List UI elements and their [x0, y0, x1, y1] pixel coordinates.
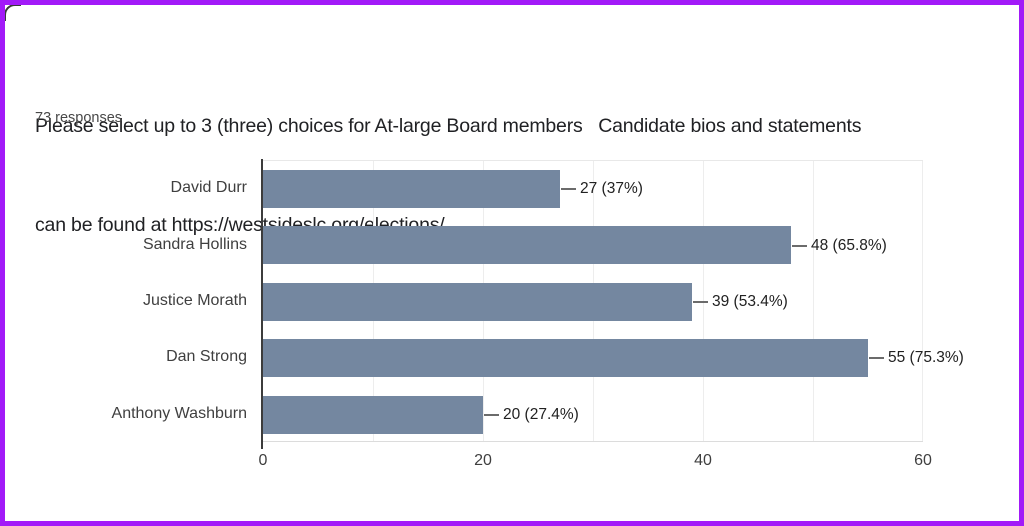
y-axis-line [261, 159, 263, 449]
x-tick-label: 20 [474, 452, 492, 469]
bar [263, 170, 560, 208]
category-label: Anthony Washburn [111, 404, 247, 422]
question-title-line-1: Please select up to 3 (three) choices fo… [35, 115, 862, 137]
bar-value-label: 20 (27.4%) [503, 405, 579, 423]
x-tick-label: 40 [694, 452, 712, 469]
bar [263, 395, 483, 434]
question-title: Please select up to 3 (three) choices fo… [35, 44, 861, 308]
bar-callout-line [869, 357, 884, 360]
category-label: Dan Strong [166, 348, 247, 366]
gridline [813, 161, 814, 441]
bar-value-label: 39 (53.4%) [712, 293, 788, 310]
bar-callout-line [792, 244, 807, 247]
x-tick-label: 60 [914, 452, 932, 469]
responses-count: 73 responses [35, 110, 123, 126]
bar-value-label: 55 (75.3%) [888, 349, 964, 367]
question-title-line-2: can be found at https://westsideslc.org/… [35, 214, 445, 236]
bar [263, 282, 692, 321]
category-label: Justice Morath [142, 292, 247, 309]
bar-value-label: 48 (65.8%) [811, 236, 887, 254]
plot-area: 27 (37%) 48 (65.8%) 39 (53.4%) 55 (75.3%) 20… [261, 159, 964, 449]
bar [263, 226, 791, 265]
x-tick-label: 0 [258, 452, 268, 469]
bar-callout-line [484, 413, 499, 416]
gridline [922, 161, 923, 441]
bar-callout-line [693, 301, 708, 303]
card-corner-outline [5, 5, 21, 21]
category-label: David Durr [170, 179, 247, 197]
bar-callout-line [561, 188, 576, 191]
category-label: Sandra Hollins [142, 235, 247, 253]
bar [263, 339, 868, 378]
bar-value-label: 27 (37%) [580, 180, 643, 198]
